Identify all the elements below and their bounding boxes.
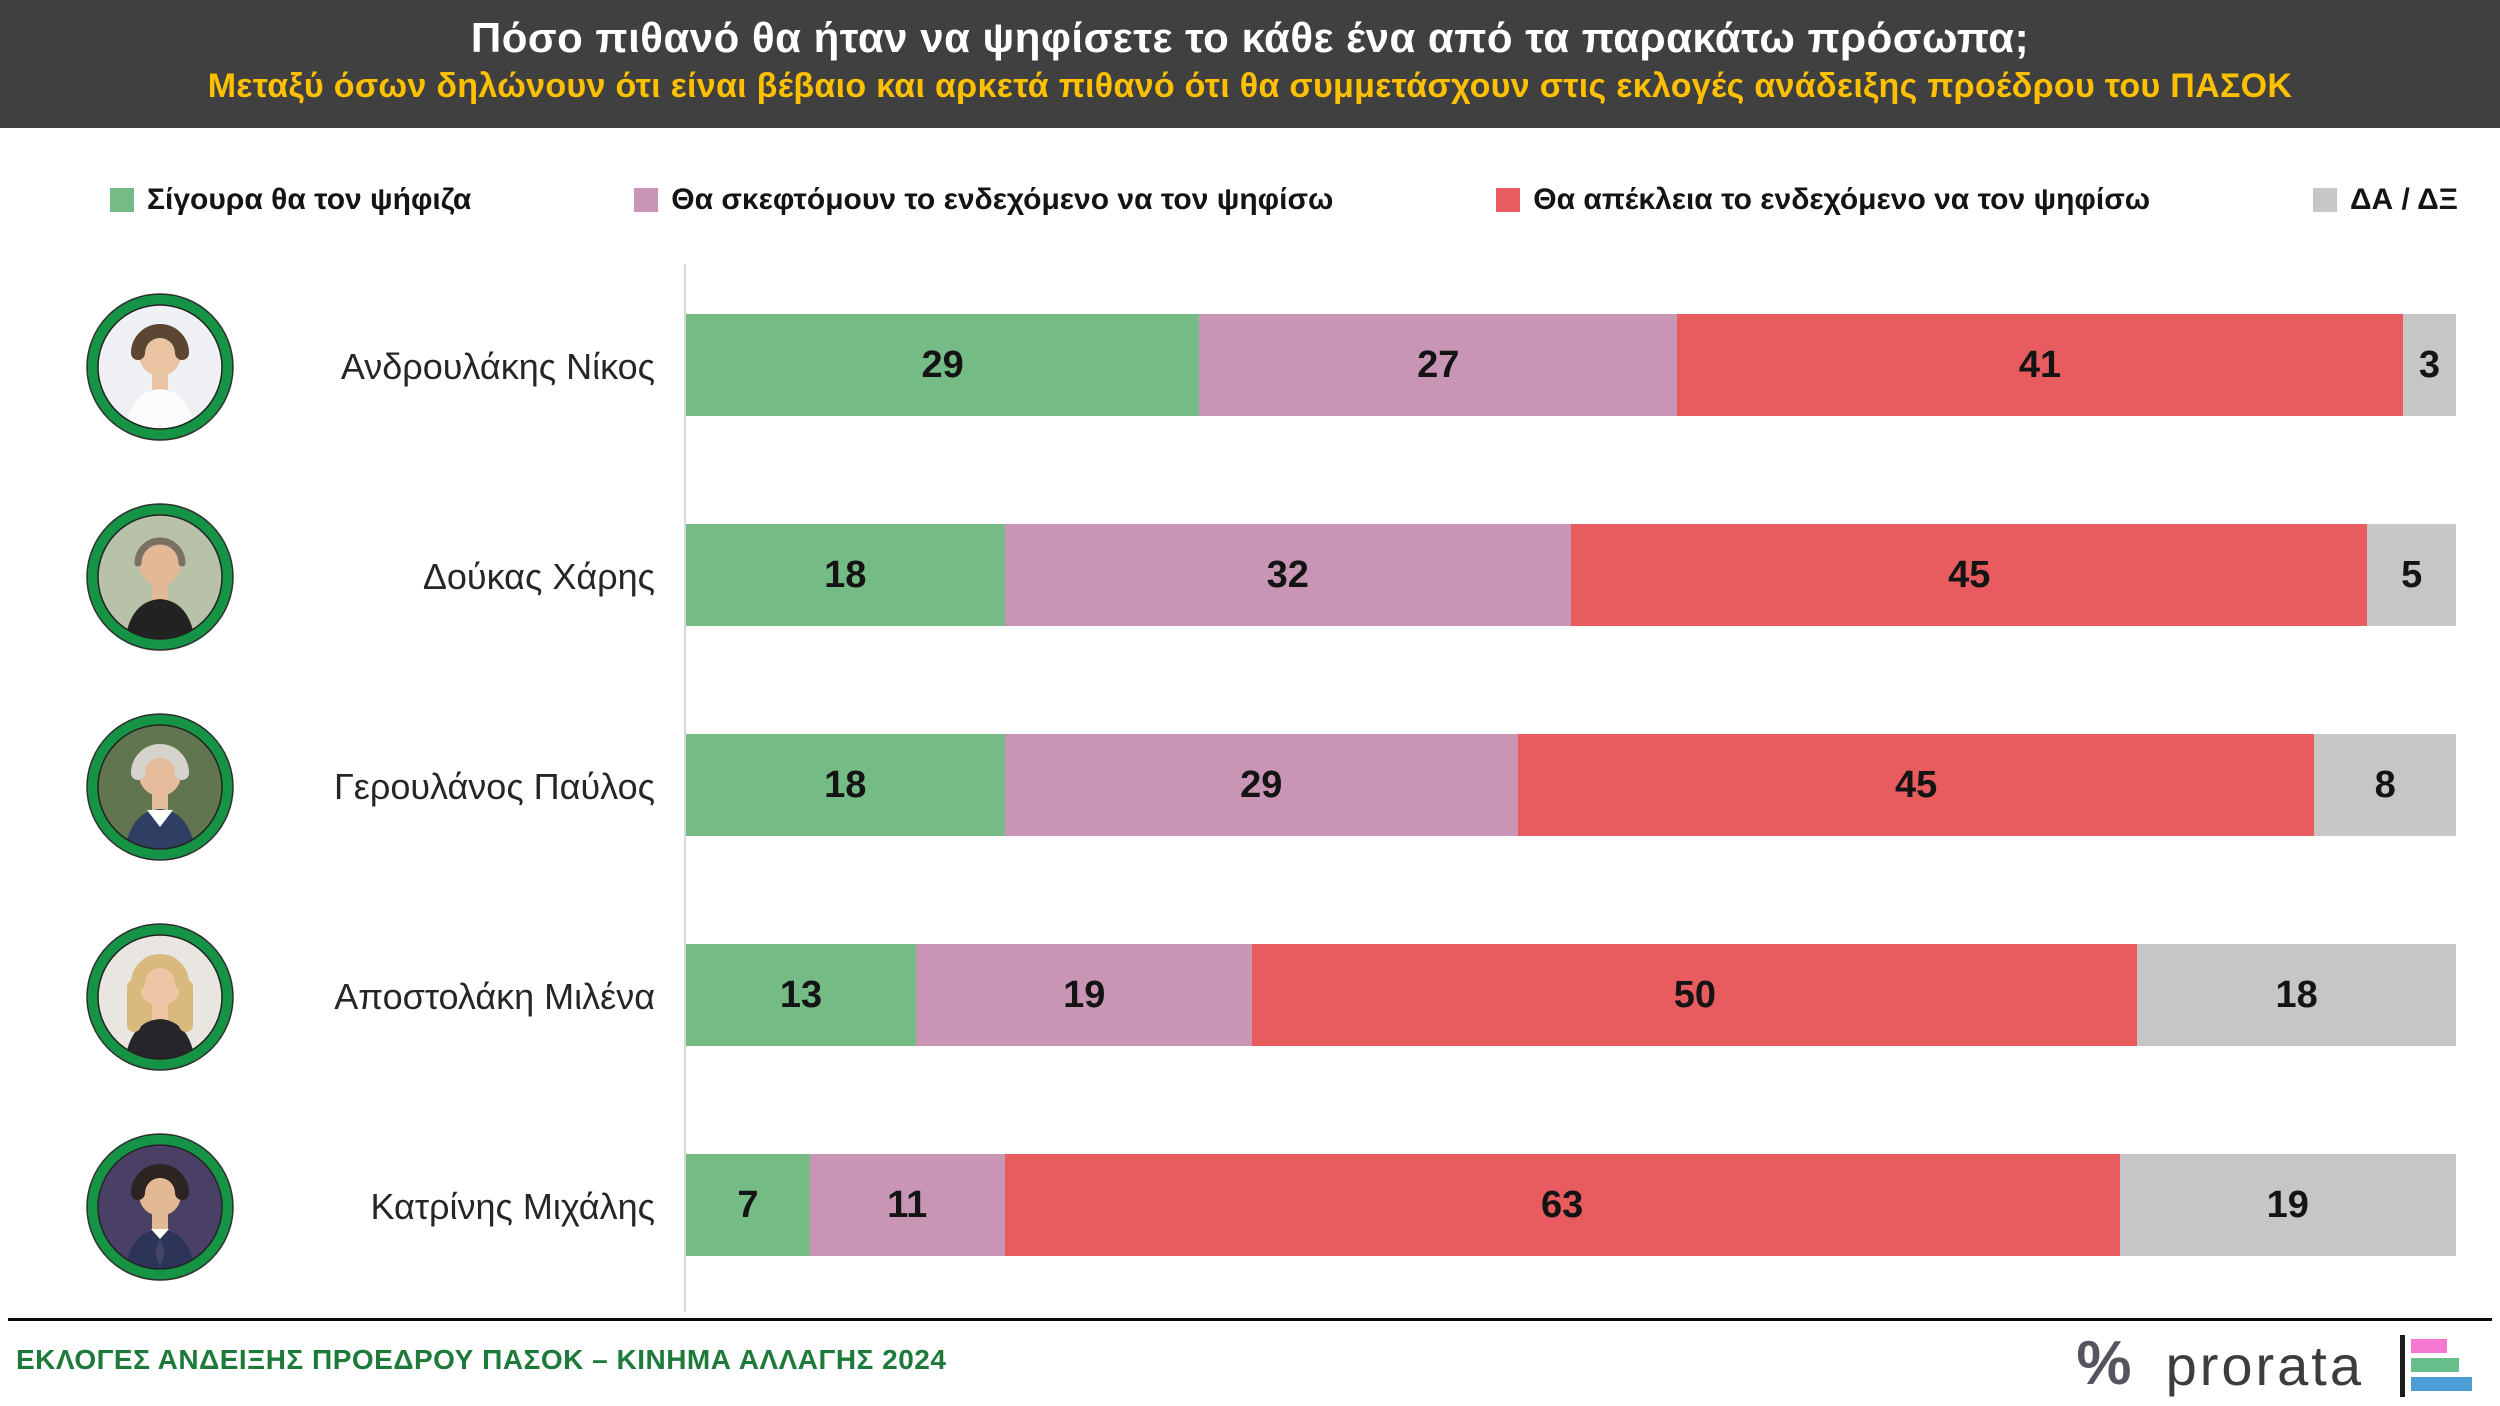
candidate-name: Ανδρουλάκης Νίκος	[340, 346, 655, 387]
candidate-photo-man-gray-hair-navy-blazer	[85, 712, 235, 862]
bar-segment-consider: 19	[916, 944, 1253, 1046]
bar-value-label: 8	[2374, 763, 2396, 806]
bar-segment-exclude: 41	[1677, 314, 2403, 416]
bar-value-label: 27	[1417, 343, 1460, 386]
stacked-bar: 13 19 50 18	[686, 944, 2456, 1046]
legend: Σίγουρα θα τον ψήφιζα Θα σκεφτόμουν το ε…	[110, 183, 2458, 217]
page-subtitle: Μεταξύ όσων δηλώνουν ότι είναι βέβαιο κα…	[207, 67, 2293, 105]
bar-value-label: 5	[2401, 553, 2423, 596]
stacked-bar: 18 29 45 8	[686, 734, 2456, 836]
legend-swatch-gray	[2312, 188, 2337, 212]
candidate-photo-woman-blonde-black-top	[85, 922, 235, 1072]
bar-value-label: 63	[1540, 1183, 1584, 1226]
bar-segment-dontknow: 19	[2119, 1154, 2456, 1256]
legend-label: ΔΑ / ΔΞ	[2349, 183, 2458, 216]
bar-segment-dontknow: 3	[2402, 314, 2456, 416]
candidate-row: Αποστολάκη Μιλένα 13 19 50 18	[0, 892, 2500, 1102]
bar-segment-certain: 13	[686, 944, 917, 1046]
brand-name: prorata	[2165, 1333, 2364, 1397]
stacked-bar: 18 32 45 5	[686, 524, 2456, 626]
legend-label: Σίγουρα θα τον ψήφιζα	[147, 183, 472, 216]
footer-divider	[8, 1318, 2492, 1321]
bar-segment-dontknow: 8	[2314, 734, 2456, 836]
candidate-photo-man-arms-crossed-white-shirt	[85, 292, 235, 442]
bar-segment-certain: 18	[686, 524, 1005, 626]
chart-area: Ανδρουλάκης Νίκος 29 27 41 3 Δούκας Χάρης 18 3…	[0, 262, 2500, 1312]
bar-value-label: 18	[824, 553, 867, 596]
candidate-name: Γερουλάνος Παύλος	[333, 766, 655, 807]
bar-segment-certain: 29	[686, 314, 1200, 416]
legend-swatch-green	[110, 188, 134, 212]
bar-segment-exclude: 63	[1004, 1154, 2120, 1256]
y-axis-line	[684, 264, 686, 1312]
candidate-name: Κατρίνης Μιχάλης	[370, 1186, 655, 1227]
legend-item-dontknow: ΔΑ / ΔΞ	[2312, 183, 2458, 217]
bar-segment-exclude: 50	[1252, 944, 2138, 1046]
candidate-name: Δούκας Χάρης	[422, 556, 655, 597]
legend-item-consider: Θα σκεφτόμουν το ενδεχόμενο να τον ψηφίσ…	[634, 183, 1333, 217]
legend-swatch-pink	[634, 188, 659, 212]
bar-value-label: 3	[2418, 343, 2440, 386]
bar-segment-consider: 32	[1004, 524, 1571, 626]
bar-value-label: 45	[1948, 553, 1991, 596]
bar-value-label: 19	[2266, 1183, 2309, 1226]
bar-value-label: 18	[824, 763, 867, 806]
candidate-row: Ανδρουλάκης Νίκος 29 27 41 3	[0, 262, 2500, 472]
bar-value-label: 11	[887, 1183, 928, 1226]
prorata-logo: % prorata	[2076, 1328, 2474, 1400]
bar-value-label: 45	[1895, 763, 1938, 806]
candidate-photo-man-suit-tie	[85, 1132, 235, 1282]
candidate-row: Κατρίνης Μιχάλης 7 11 63 19	[0, 1102, 2500, 1312]
bar-segment-dontknow: 18	[2137, 944, 2456, 1046]
legend-swatch-red	[1496, 188, 1521, 212]
candidate-row: Δούκας Χάρης 18 32 45 5	[0, 472, 2500, 682]
percent-icon: %	[2076, 1328, 2132, 1398]
bar-value-label: 19	[1063, 973, 1106, 1016]
bar-value-label: 29	[921, 343, 964, 386]
bar-segment-exclude: 45	[1517, 734, 2315, 836]
legend-label: Θα απέκλεια το ενδεχόμενο να τον ψηφίσω	[1533, 183, 2151, 216]
bar-segment-consider: 11	[809, 1154, 1005, 1256]
bar-segment-certain: 18	[686, 734, 1005, 836]
bar-value-label: 18	[2275, 973, 2318, 1016]
bar-value-label: 32	[1266, 553, 1309, 596]
bar-value-label: 7	[737, 1183, 759, 1226]
bar-segment-exclude: 45	[1570, 524, 2368, 626]
header-banner: Πόσο πιθανό θα ήταν να ψηφίσετε το κάθε …	[0, 0, 2500, 128]
bar-segment-certain: 7	[686, 1154, 810, 1256]
page-title: Πόσο πιθανό θα ήταν να ψηφίσετε το κάθε …	[470, 14, 2030, 61]
bar-value-label: 50	[1673, 973, 1717, 1016]
legend-label: Θα σκεφτόμουν το ενδεχόμενο να τον ψηφίσ…	[671, 183, 1334, 216]
bar-segment-consider: 27	[1199, 314, 1678, 416]
bar-segment-dontknow: 5	[2367, 524, 2456, 626]
stacked-bar: 7 11 63 19	[686, 1154, 2456, 1256]
bar-segment-consider: 29	[1004, 734, 1518, 836]
bar-value-label: 41	[2018, 343, 2062, 386]
legend-item-certain: Σίγουρα θα τον ψήφιζα	[110, 183, 471, 217]
bar-value-label: 13	[779, 973, 823, 1016]
candidate-row: Γερουλάνος Παύλος 18 29 45 8	[0, 682, 2500, 892]
stacked-bar: 29 27 41 3	[686, 314, 2456, 416]
footer-source-text: ΕΚΛΟΓΕΣ ΑΝΔΕΙΞΗΣ ΠΡΟΕΔΡΟΥ ΠΑΣΟΚ – ΚΙΝΗΜΑ…	[16, 1344, 947, 1375]
prorata-bars-icon	[2400, 1335, 2472, 1397]
bar-value-label: 29	[1240, 763, 1283, 806]
candidate-photo-man-black-shirt-smiling	[85, 502, 235, 652]
candidate-name: Αποστολάκη Μιλένα	[334, 976, 655, 1017]
legend-item-exclude: Θα απέκλεια το ενδεχόμενο να τον ψηφίσω	[1496, 183, 2150, 217]
